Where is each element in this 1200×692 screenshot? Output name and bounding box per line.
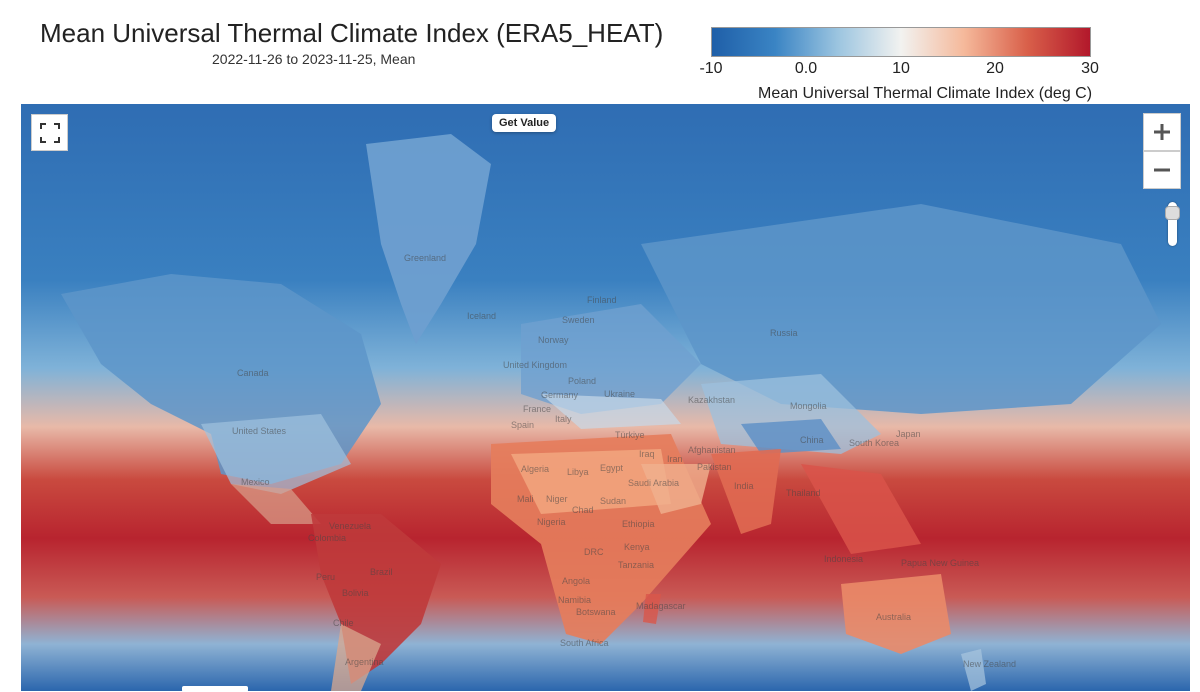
map-label: Argentina bbox=[345, 657, 384, 667]
colorbar-tick: 30 bbox=[1081, 60, 1099, 77]
map-label: Greenland bbox=[404, 253, 447, 263]
map-label: Indonesia bbox=[824, 554, 864, 564]
opacity-slider-thumb[interactable] bbox=[1165, 206, 1180, 220]
map-label: United States bbox=[232, 426, 287, 436]
map-label: Brazil bbox=[370, 567, 393, 577]
map-label: Spain bbox=[511, 420, 535, 430]
map-label: Saudi Arabia bbox=[628, 478, 680, 488]
heatmap-layer bbox=[21, 104, 1190, 691]
map-label: Sweden bbox=[562, 315, 595, 325]
map-label: Germany bbox=[541, 390, 579, 400]
get-value-button[interactable]: Get Value bbox=[492, 114, 557, 132]
map-label: Finland bbox=[587, 295, 617, 305]
map-label: Thailand bbox=[786, 488, 821, 498]
map-label: Niger bbox=[546, 494, 568, 504]
map-label: South Africa bbox=[560, 638, 609, 648]
map-label: Tanzania bbox=[618, 560, 655, 570]
fullscreen-button[interactable] bbox=[31, 114, 68, 151]
map-label: Poland bbox=[568, 376, 597, 386]
map-label: South Korea bbox=[849, 438, 900, 448]
map-label: Mongolia bbox=[790, 401, 827, 411]
chart-title: Mean Universal Thermal Climate Index (ER… bbox=[40, 18, 664, 48]
map-label: Colombia bbox=[308, 533, 347, 543]
map-label: Venezuela bbox=[329, 521, 372, 531]
map-label: Iran bbox=[667, 454, 683, 464]
map-label: Türkiye bbox=[615, 430, 645, 440]
map-canvas[interactable]: Greenland Iceland Finland Sweden Norway … bbox=[21, 104, 1190, 691]
minus-icon bbox=[1154, 168, 1170, 172]
colorbar-tick: 20 bbox=[986, 60, 1004, 77]
zoom-out-button[interactable] bbox=[1143, 151, 1181, 189]
map-label: France bbox=[523, 404, 552, 414]
map-label: China bbox=[800, 435, 824, 445]
map-label: Australia bbox=[876, 612, 912, 622]
plus-icon bbox=[1154, 124, 1170, 140]
map-label: Mexico bbox=[241, 477, 270, 487]
map-label: Pakistan bbox=[697, 462, 732, 472]
map-label: Sudan bbox=[600, 496, 627, 506]
map-label: Chad bbox=[572, 505, 594, 515]
fullscreen-icon bbox=[39, 122, 60, 143]
map-label: Botswana bbox=[576, 607, 616, 617]
colorbar-tick: -10 bbox=[699, 60, 723, 77]
map-label: Iceland bbox=[467, 311, 497, 321]
map-label: Papua New Guinea bbox=[901, 558, 980, 568]
map-label: Nigeria bbox=[537, 517, 566, 527]
map-label: Kazakhstan bbox=[688, 395, 736, 405]
opacity-slider-track[interactable] bbox=[1168, 202, 1177, 246]
map-label: Namibia bbox=[558, 595, 592, 605]
map-label: Ukraine bbox=[604, 389, 636, 399]
map-label: Algeria bbox=[521, 464, 550, 474]
map-label: Mali bbox=[517, 494, 534, 504]
map-label: Bolivia bbox=[342, 588, 369, 598]
map-label: Chile bbox=[333, 618, 354, 628]
map-label: Angola bbox=[562, 576, 591, 586]
colorbar-tick: 10 bbox=[892, 60, 910, 77]
map-label: DRC bbox=[584, 547, 604, 557]
map-label: Iraq bbox=[639, 449, 655, 459]
map-label: Ethiopia bbox=[622, 519, 655, 529]
map-label: India bbox=[734, 481, 754, 491]
map-label: Japan bbox=[896, 429, 921, 439]
map-label: Egypt bbox=[600, 463, 624, 473]
colorbar-label: Mean Universal Thermal Climate Index (de… bbox=[758, 85, 1093, 102]
map-label: Norway bbox=[538, 335, 569, 345]
map-label: United Kingdom bbox=[503, 360, 568, 370]
colorbar-legend bbox=[711, 27, 1091, 57]
zoom-in-button[interactable] bbox=[1143, 113, 1181, 151]
map-label: New Zealand bbox=[963, 659, 1017, 669]
colorbar-tick: 0.0 bbox=[794, 60, 818, 77]
map-label: Italy bbox=[555, 414, 572, 424]
map-label: Kenya bbox=[624, 542, 650, 552]
map-label: Afghanistan bbox=[688, 445, 736, 455]
map-label: Peru bbox=[316, 572, 336, 582]
map-label: Madagascar bbox=[636, 601, 686, 611]
date-range-subtitle: 2022-11-26 to 2023-11-25, Mean bbox=[212, 51, 416, 67]
map-label: Canada bbox=[237, 368, 269, 378]
map-label: Libya bbox=[567, 467, 589, 477]
map-label: Russia bbox=[770, 328, 798, 338]
attribution-box bbox=[182, 686, 248, 692]
